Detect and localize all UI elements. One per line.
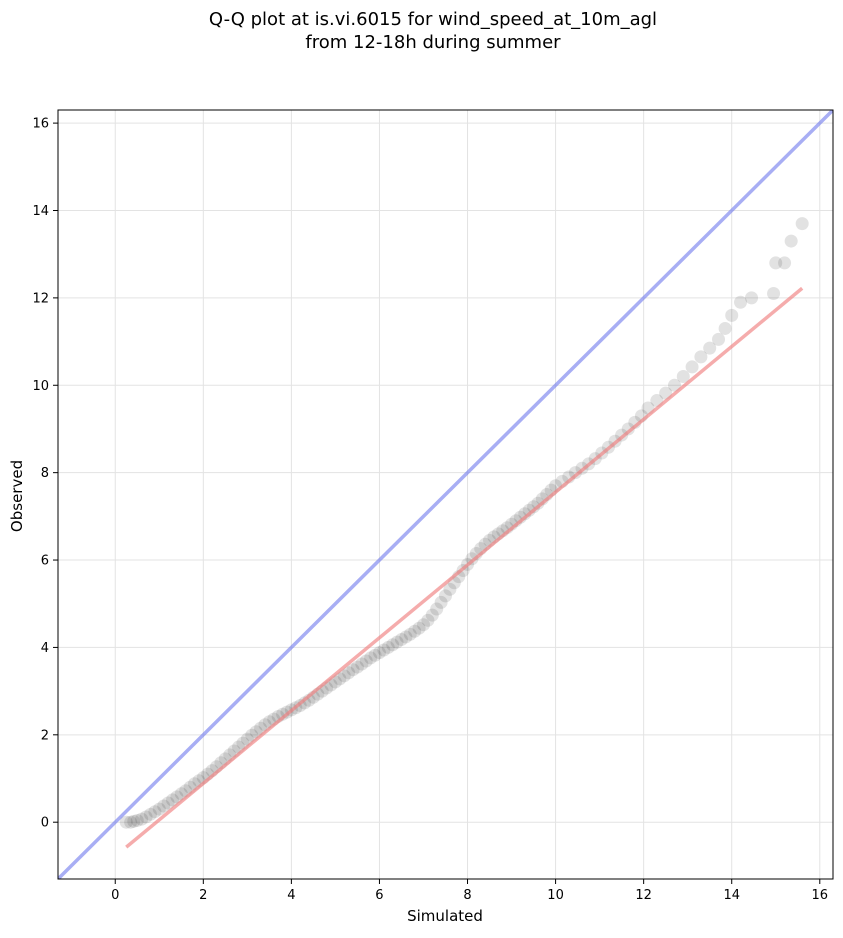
x-tick-label: 16 — [812, 888, 829, 903]
x-tick-label: 2 — [199, 888, 207, 903]
qq-point — [368, 648, 382, 662]
qq-point — [430, 602, 444, 616]
qq-point — [276, 707, 290, 721]
qq-point — [135, 812, 149, 826]
y-tick-label: 0 — [41, 816, 49, 831]
plot-area — [58, 110, 833, 879]
x-tick-label: 14 — [723, 888, 740, 903]
qq-point — [161, 796, 175, 810]
qq-point — [734, 295, 748, 309]
y-tick-label: 12 — [32, 291, 49, 306]
qq-point — [298, 696, 312, 710]
qq-point — [621, 422, 635, 436]
y-tick-label: 6 — [41, 554, 49, 569]
qq-point — [443, 582, 457, 596]
qq-point — [355, 657, 369, 671]
x-tick-label: 8 — [463, 888, 471, 903]
qq-point — [152, 802, 166, 816]
y-tick-label: 10 — [32, 379, 49, 394]
qq-point — [795, 217, 809, 231]
x-tick-label: 12 — [635, 888, 652, 903]
qq-point — [342, 666, 356, 680]
qq-point — [350, 660, 364, 674]
qq-point — [694, 350, 708, 364]
qq-point — [403, 627, 417, 641]
qq-point — [685, 360, 699, 374]
qq-point — [386, 638, 400, 652]
qq-point — [527, 500, 541, 514]
qq-point — [381, 640, 395, 654]
qq-point — [337, 669, 351, 683]
qq-point — [531, 496, 545, 510]
x-tick-label: 6 — [375, 888, 383, 903]
qq-point — [434, 595, 448, 609]
axis-ticks: 0 2 4 6 8 10 12 14 16 0 2 4 6 8 10 12 14 16 — [32, 117, 828, 903]
qq-point — [767, 287, 781, 301]
qq-point — [399, 630, 413, 644]
qq-point — [157, 799, 171, 813]
qq-point — [346, 663, 360, 677]
qq-point — [124, 815, 138, 829]
y-tick-label: 16 — [32, 117, 49, 132]
qq-point — [703, 341, 717, 355]
qq-point — [568, 466, 582, 480]
qq-point — [778, 256, 792, 270]
qq-point — [333, 672, 347, 686]
qq-point — [143, 807, 157, 821]
plot-frame — [57, 109, 834, 880]
qq-point — [676, 370, 690, 384]
qq-point — [390, 635, 404, 649]
y-tick-label: 2 — [41, 728, 49, 743]
qq-point — [416, 618, 430, 632]
qq-point — [745, 291, 759, 305]
qq-point — [364, 651, 378, 665]
qq-point — [769, 256, 783, 270]
identity-line — [58, 110, 833, 879]
qq-point — [119, 815, 133, 829]
qq-point — [784, 234, 798, 248]
qq-point — [165, 793, 179, 807]
qq-point — [712, 332, 726, 346]
qq-point — [372, 646, 386, 660]
y-tick-label: 8 — [41, 466, 49, 481]
qq-point — [667, 378, 681, 392]
qq-point — [394, 633, 408, 647]
chart-title-line-1: Q-Q plot at is.vi.6015 for wind_speed_at… — [209, 9, 657, 30]
qq-point — [148, 805, 162, 819]
y-tick-label: 4 — [41, 641, 49, 656]
chart-title-line-2: from 12-18h during summer — [305, 32, 561, 53]
x-axis-label: Simulated — [407, 907, 483, 925]
fit-line — [125, 286, 804, 849]
qq-point — [139, 810, 153, 824]
qq-point — [725, 308, 739, 322]
qq-point — [439, 589, 452, 603]
qq-point — [718, 321, 732, 335]
qq-point — [170, 790, 184, 804]
qq-point — [425, 608, 439, 622]
y-axis-label: Observed — [8, 460, 26, 532]
y-tick-label: 14 — [32, 204, 49, 219]
qq-point — [408, 624, 422, 638]
x-tick-label: 10 — [547, 888, 564, 903]
x-tick-label: 4 — [287, 888, 295, 903]
qq-point — [377, 643, 391, 657]
qq-point — [127, 814, 141, 828]
qq-point — [421, 613, 435, 627]
x-tick-label: 0 — [111, 888, 119, 903]
qq-point — [359, 654, 373, 668]
qq-point — [412, 621, 426, 635]
grid-lines — [58, 110, 833, 879]
qq-point — [130, 813, 144, 827]
